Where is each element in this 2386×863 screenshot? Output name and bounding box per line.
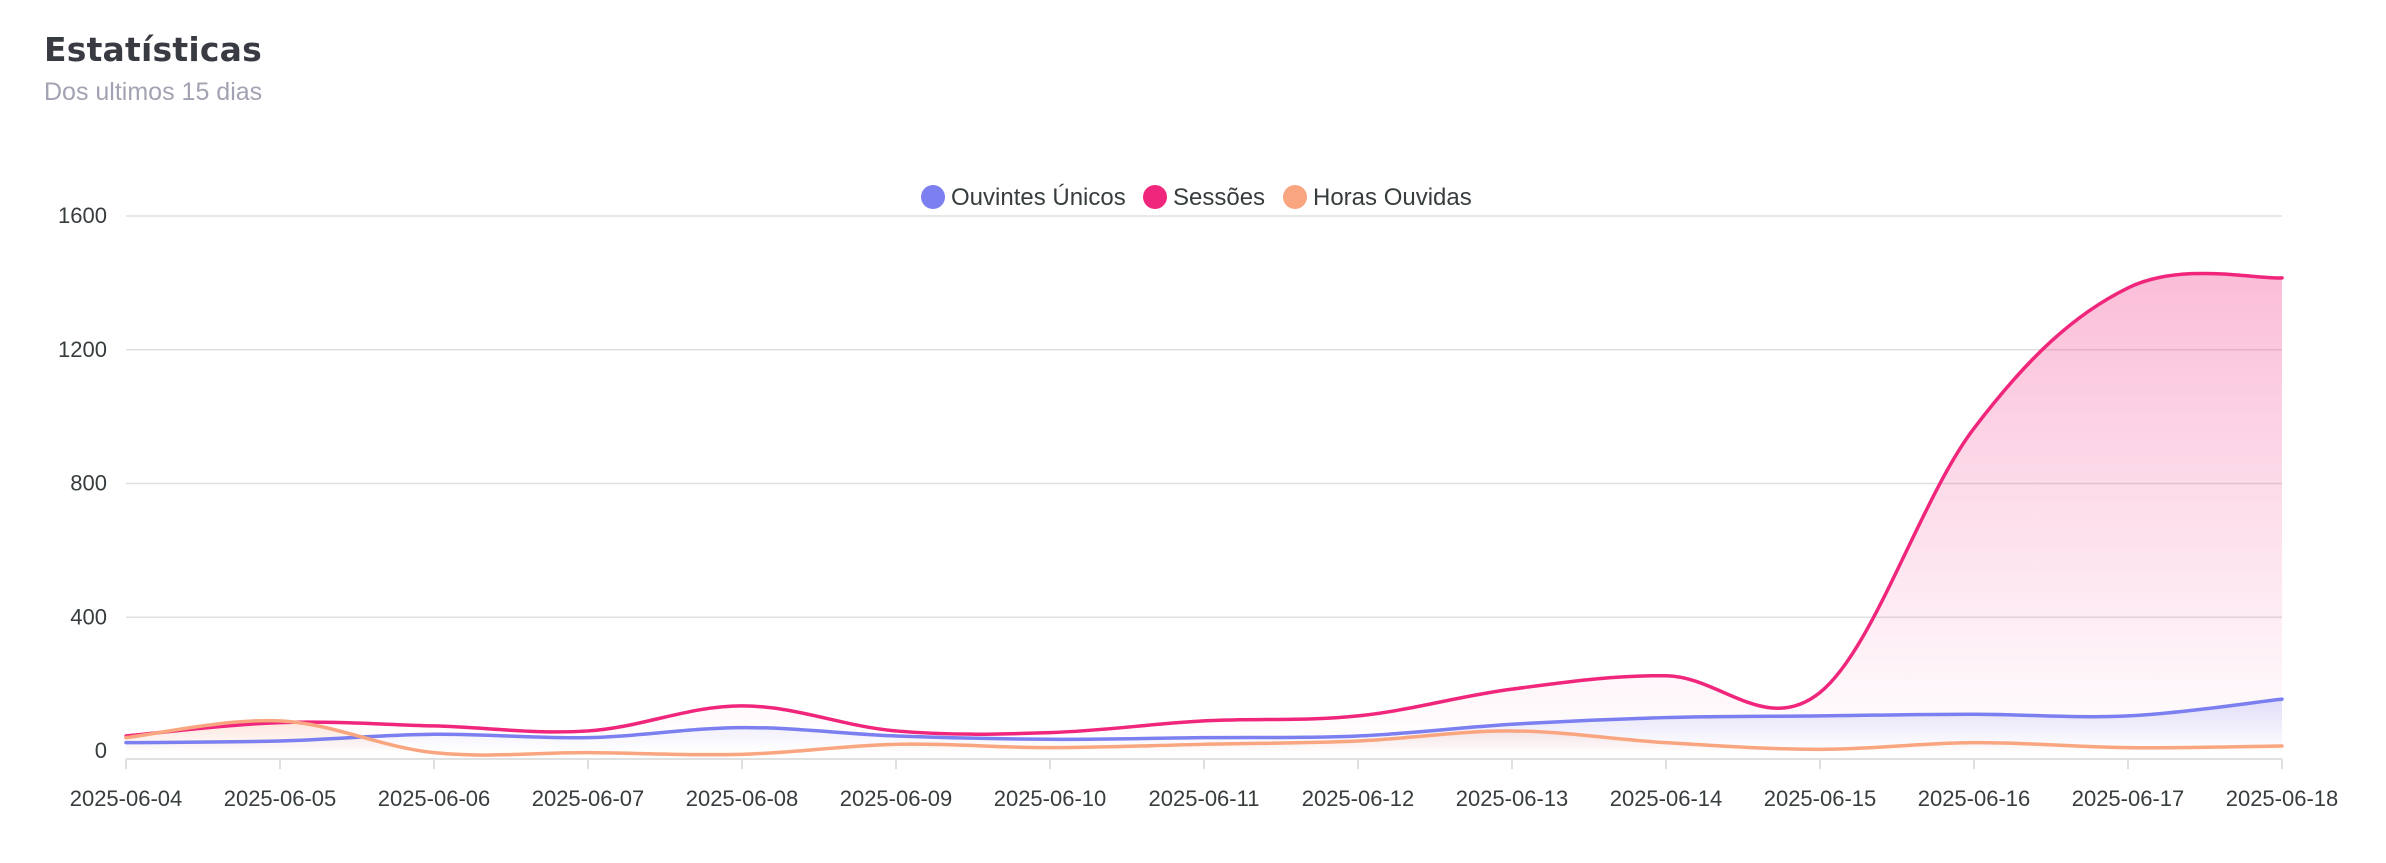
x-tick-label: 2025-06-13 <box>1456 786 1569 811</box>
legend-item[interactable]: Sessões <box>1143 184 1265 211</box>
y-tick-label: 1600 <box>58 203 107 228</box>
legend-label: Sessões <box>1173 184 1265 211</box>
series-horas-line <box>124 718 2284 757</box>
legend-item[interactable]: Ouvintes Únicos <box>921 184 1126 211</box>
axes: 0 400 800 1200 1600 2025-06-04 2025-06-05 2025-… <box>58 203 2338 811</box>
series-sessoes-line <box>124 271 2284 738</box>
y-tick-label: 800 <box>70 471 107 496</box>
x-tick-label: 2025-06-06 <box>378 786 491 811</box>
x-tick-label: 2025-06-18 <box>2226 786 2339 811</box>
legend-label: Horas Ouvidas <box>1313 184 1472 211</box>
legend-marker <box>921 185 945 209</box>
x-tick-label: 2025-06-04 <box>70 786 183 811</box>
x-tick-label: 2025-06-16 <box>1918 786 2031 811</box>
x-tick-label: 2025-06-17 <box>2072 786 2185 811</box>
series-lines <box>124 271 2284 757</box>
legend-label: Ouvintes Únicos <box>951 184 1126 211</box>
legend-marker <box>1143 185 1167 209</box>
card-title: Estatísticas <box>44 30 262 69</box>
legend-marker <box>1283 185 1307 209</box>
x-tick-label: 2025-06-10 <box>994 786 1107 811</box>
series-ouvintes-area <box>126 699 2282 751</box>
x-tick-label: 2025-06-15 <box>1764 786 1877 811</box>
series-areas <box>126 273 2282 756</box>
series-horas-area <box>126 720 2282 756</box>
card-subtitle: Dos ultimos 15 dias <box>44 78 263 106</box>
y-tick-label: 1200 <box>58 337 107 362</box>
x-tick-label: 2025-06-14 <box>1610 786 1723 811</box>
x-tick-label: 2025-06-05 <box>224 786 337 811</box>
x-tick-label: 2025-06-12 <box>1302 786 1415 811</box>
y-tick-label: 400 <box>70 604 107 629</box>
series-sessoes-area <box>126 273 2282 751</box>
x-tick-label: 2025-06-07 <box>532 786 645 811</box>
y-tick-label: 0 <box>95 738 107 763</box>
x-tick-label: 2025-06-11 <box>1149 786 1260 811</box>
series-ouvintes-line <box>124 697 2284 745</box>
legend-item[interactable]: Horas Ouvidas <box>1283 184 1472 211</box>
legend: Ouvintes Únicos Sessões Horas Ouvidas <box>921 184 1472 211</box>
x-tick-label: 2025-06-09 <box>840 786 953 811</box>
x-tick-label: 2025-06-08 <box>686 786 799 811</box>
